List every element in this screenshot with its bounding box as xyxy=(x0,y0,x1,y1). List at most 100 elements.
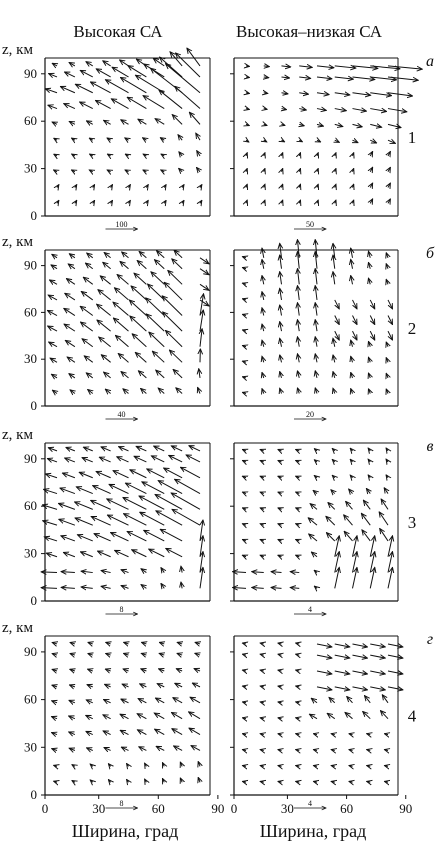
vector-arrow-r3-left-6-0 xyxy=(44,489,58,495)
vector-arrow-r2-right-8-1 xyxy=(262,259,264,269)
vector-arrow-r4-right-0-6 xyxy=(349,781,353,782)
vector-arrow-r4-left-5-2 xyxy=(86,700,93,703)
vector-arrow-r3-left-4-8 xyxy=(172,509,201,526)
vector-arrow-r1-left-6-6 xyxy=(143,96,165,109)
vector-arrow-r2-left-4-0 xyxy=(48,326,58,332)
vector-arrow-r4-left-7-8 xyxy=(194,669,201,671)
vector-arrow-r1-right-5-8 xyxy=(387,124,401,127)
vector-arrow-r2-left-9-7 xyxy=(174,250,183,259)
vector-arrow-r4-left-9-6 xyxy=(159,642,164,644)
vector-arrow-r4-right-0-0 xyxy=(242,781,246,782)
vector-arrow-r1-left-5-1 xyxy=(69,121,75,124)
vector-arrow-r2-right-5-5 xyxy=(334,315,340,325)
vector-arrow-r4-left-3-8 xyxy=(189,728,201,736)
vector-arrow-r2-left-0-6 xyxy=(158,388,165,394)
vector-arrow-r2-right-9-0 xyxy=(242,257,246,258)
vector-arrow-r4-right-8-0 xyxy=(242,654,246,655)
vector-arrow-r4-left-4-2 xyxy=(86,715,93,718)
vector-arrow-r1-right-0-3 xyxy=(299,200,300,203)
vector-arrow-r3-right-9-3 xyxy=(296,449,300,451)
vector-arrow-r3-left-8-7 xyxy=(169,455,183,463)
vector-arrow-r1-left-6-4 xyxy=(111,99,129,109)
vector-arrow-r1-left-3-6 xyxy=(161,154,164,156)
vector-arrow-r2-left-6-1 xyxy=(65,293,76,301)
vector-arrow-r4-right-9-3 xyxy=(296,643,300,644)
vector-arrow-r1-right-9-2 xyxy=(281,66,291,67)
vector-arrow-r1-left-2-2 xyxy=(89,170,92,172)
vector-arrow-r2-left-6-5 xyxy=(131,286,147,301)
vector-arrow-r4-left-0-0 xyxy=(54,781,57,782)
vector-arrow-r4-right-6-8 xyxy=(387,687,403,690)
vector-arrow-r1-right-4-5 xyxy=(335,140,340,142)
vector-arrow-r4-right-0-1 xyxy=(260,781,264,782)
vector-arrow-r2-left-1-0 xyxy=(51,374,57,378)
vector-arrow-r4-left-9-5 xyxy=(141,642,146,644)
vector-arrow-r2-right-4-5 xyxy=(334,330,340,340)
vector-arrow-r4-left-3-6 xyxy=(155,729,165,736)
vector-arrow-r2-right-4-2 xyxy=(280,322,282,332)
vector-arrow-r1-left-7-2 xyxy=(75,84,93,94)
vector-arrow-r2-left-0-7 xyxy=(176,388,183,394)
vector-arrow-r4-left-0-7 xyxy=(180,778,182,782)
vector-arrow-r2-left-2-0 xyxy=(50,358,58,362)
vector-arrow-r1-left-4-3 xyxy=(107,138,111,140)
vector-arrow-r4-left-4-1 xyxy=(69,716,76,719)
vector-arrow-r3-right-1-3 xyxy=(290,572,300,573)
vector-arrow-r2-right-1-6 xyxy=(351,372,353,377)
vector-arrow-r3-left-1-0 xyxy=(41,572,58,573)
vector-arrow-r4-left-4-6 xyxy=(154,713,165,720)
vector-arrow-r4-right-6-6 xyxy=(352,687,368,690)
vector-arrow-r2-left-1-5 xyxy=(138,371,147,379)
vector-arrow-r1-left-1-8 xyxy=(200,185,202,188)
vector-arrow-r4-right-2-2 xyxy=(278,750,282,751)
vector-arrow-r3-left-6-3 xyxy=(93,486,111,495)
vector-arrow-r2-left-9-0 xyxy=(52,254,57,258)
vector-arrow-r4-left-8-8 xyxy=(195,653,200,655)
vector-arrow-r3-right-0-6 xyxy=(352,567,358,589)
vector-arrow-r1-left-8-3 xyxy=(96,69,111,78)
vector-arrow-r1-right-2-4 xyxy=(317,168,318,171)
vector-arrow-r2-right-0-2 xyxy=(280,388,282,393)
vector-arrow-r1-right-7-1 xyxy=(264,93,268,94)
vector-arrow-r3-right-6-5 xyxy=(331,490,335,494)
vector-arrow-r3-right-6-2 xyxy=(278,492,282,494)
vector-arrow-r4-right-6-0 xyxy=(242,686,246,687)
vector-arrow-r2-right-4-3 xyxy=(297,320,299,332)
vector-arrow-r2-left-7-1 xyxy=(66,279,76,285)
vector-arrow-r4-right-3-8 xyxy=(384,734,388,735)
vector-arrow-r2-right-5-4 xyxy=(315,303,317,316)
vector-arrow-r3-right-9-6 xyxy=(350,448,352,451)
vector-arrow-r1-right-6-2 xyxy=(282,109,287,110)
vector-arrow-r3-right-4-5 xyxy=(326,516,336,526)
vector-arrow-r4-right-8-6 xyxy=(352,655,368,658)
vector-arrow-r3-left-9-0 xyxy=(48,448,58,451)
vector-arrow-r2-right-2-1 xyxy=(262,356,264,363)
vector-arrow-r3-right-7-4 xyxy=(314,476,317,478)
vector-arrow-r1-left-5-0 xyxy=(52,122,57,124)
vector-arrow-r4-right-6-4 xyxy=(316,687,332,690)
vector-arrow-r3-left-9-2 xyxy=(83,447,93,451)
vector-arrow-r1-left-7-4 xyxy=(105,80,129,94)
vector-arrow-r1-right-8-6 xyxy=(352,77,375,80)
vector-arrow-r4-left-9-3 xyxy=(106,642,111,644)
vector-arrow-r4-left-2-2 xyxy=(87,748,93,751)
vector-arrow-r1-right-5-0 xyxy=(246,124,249,125)
y-axis-label-r3-left: z, км xyxy=(2,427,33,443)
vector-arrow-r3-right-4-8 xyxy=(379,512,389,526)
vector-arrow-r3-right-2-3 xyxy=(296,555,300,557)
vector-arrow-r3-left-4-3 xyxy=(91,516,111,526)
x-tick-label-1-0: 0 xyxy=(231,801,238,816)
vector-arrow-r2-right-6-8 xyxy=(387,299,393,309)
vector-arrow-r3-left-2-2 xyxy=(80,552,93,558)
vector-arrow-r4-left-0-6 xyxy=(162,779,164,783)
vector-arrow-r1-right-5-4 xyxy=(316,124,323,126)
vector-arrow-r2-right-1-3 xyxy=(297,371,299,379)
vector-arrow-r4-right-4-2 xyxy=(278,718,282,719)
vector-arrow-r1-left-9-4 xyxy=(120,60,129,67)
vector-arrow-r1-left-4-6 xyxy=(160,138,164,140)
vector-arrow-r4-left-6-4 xyxy=(122,684,129,687)
vector-arrow-r4-right-5-2 xyxy=(278,702,282,703)
vector-arrow-r2-right-6-7 xyxy=(369,299,375,309)
vector-arrow-r1-right-4-6 xyxy=(353,140,358,143)
